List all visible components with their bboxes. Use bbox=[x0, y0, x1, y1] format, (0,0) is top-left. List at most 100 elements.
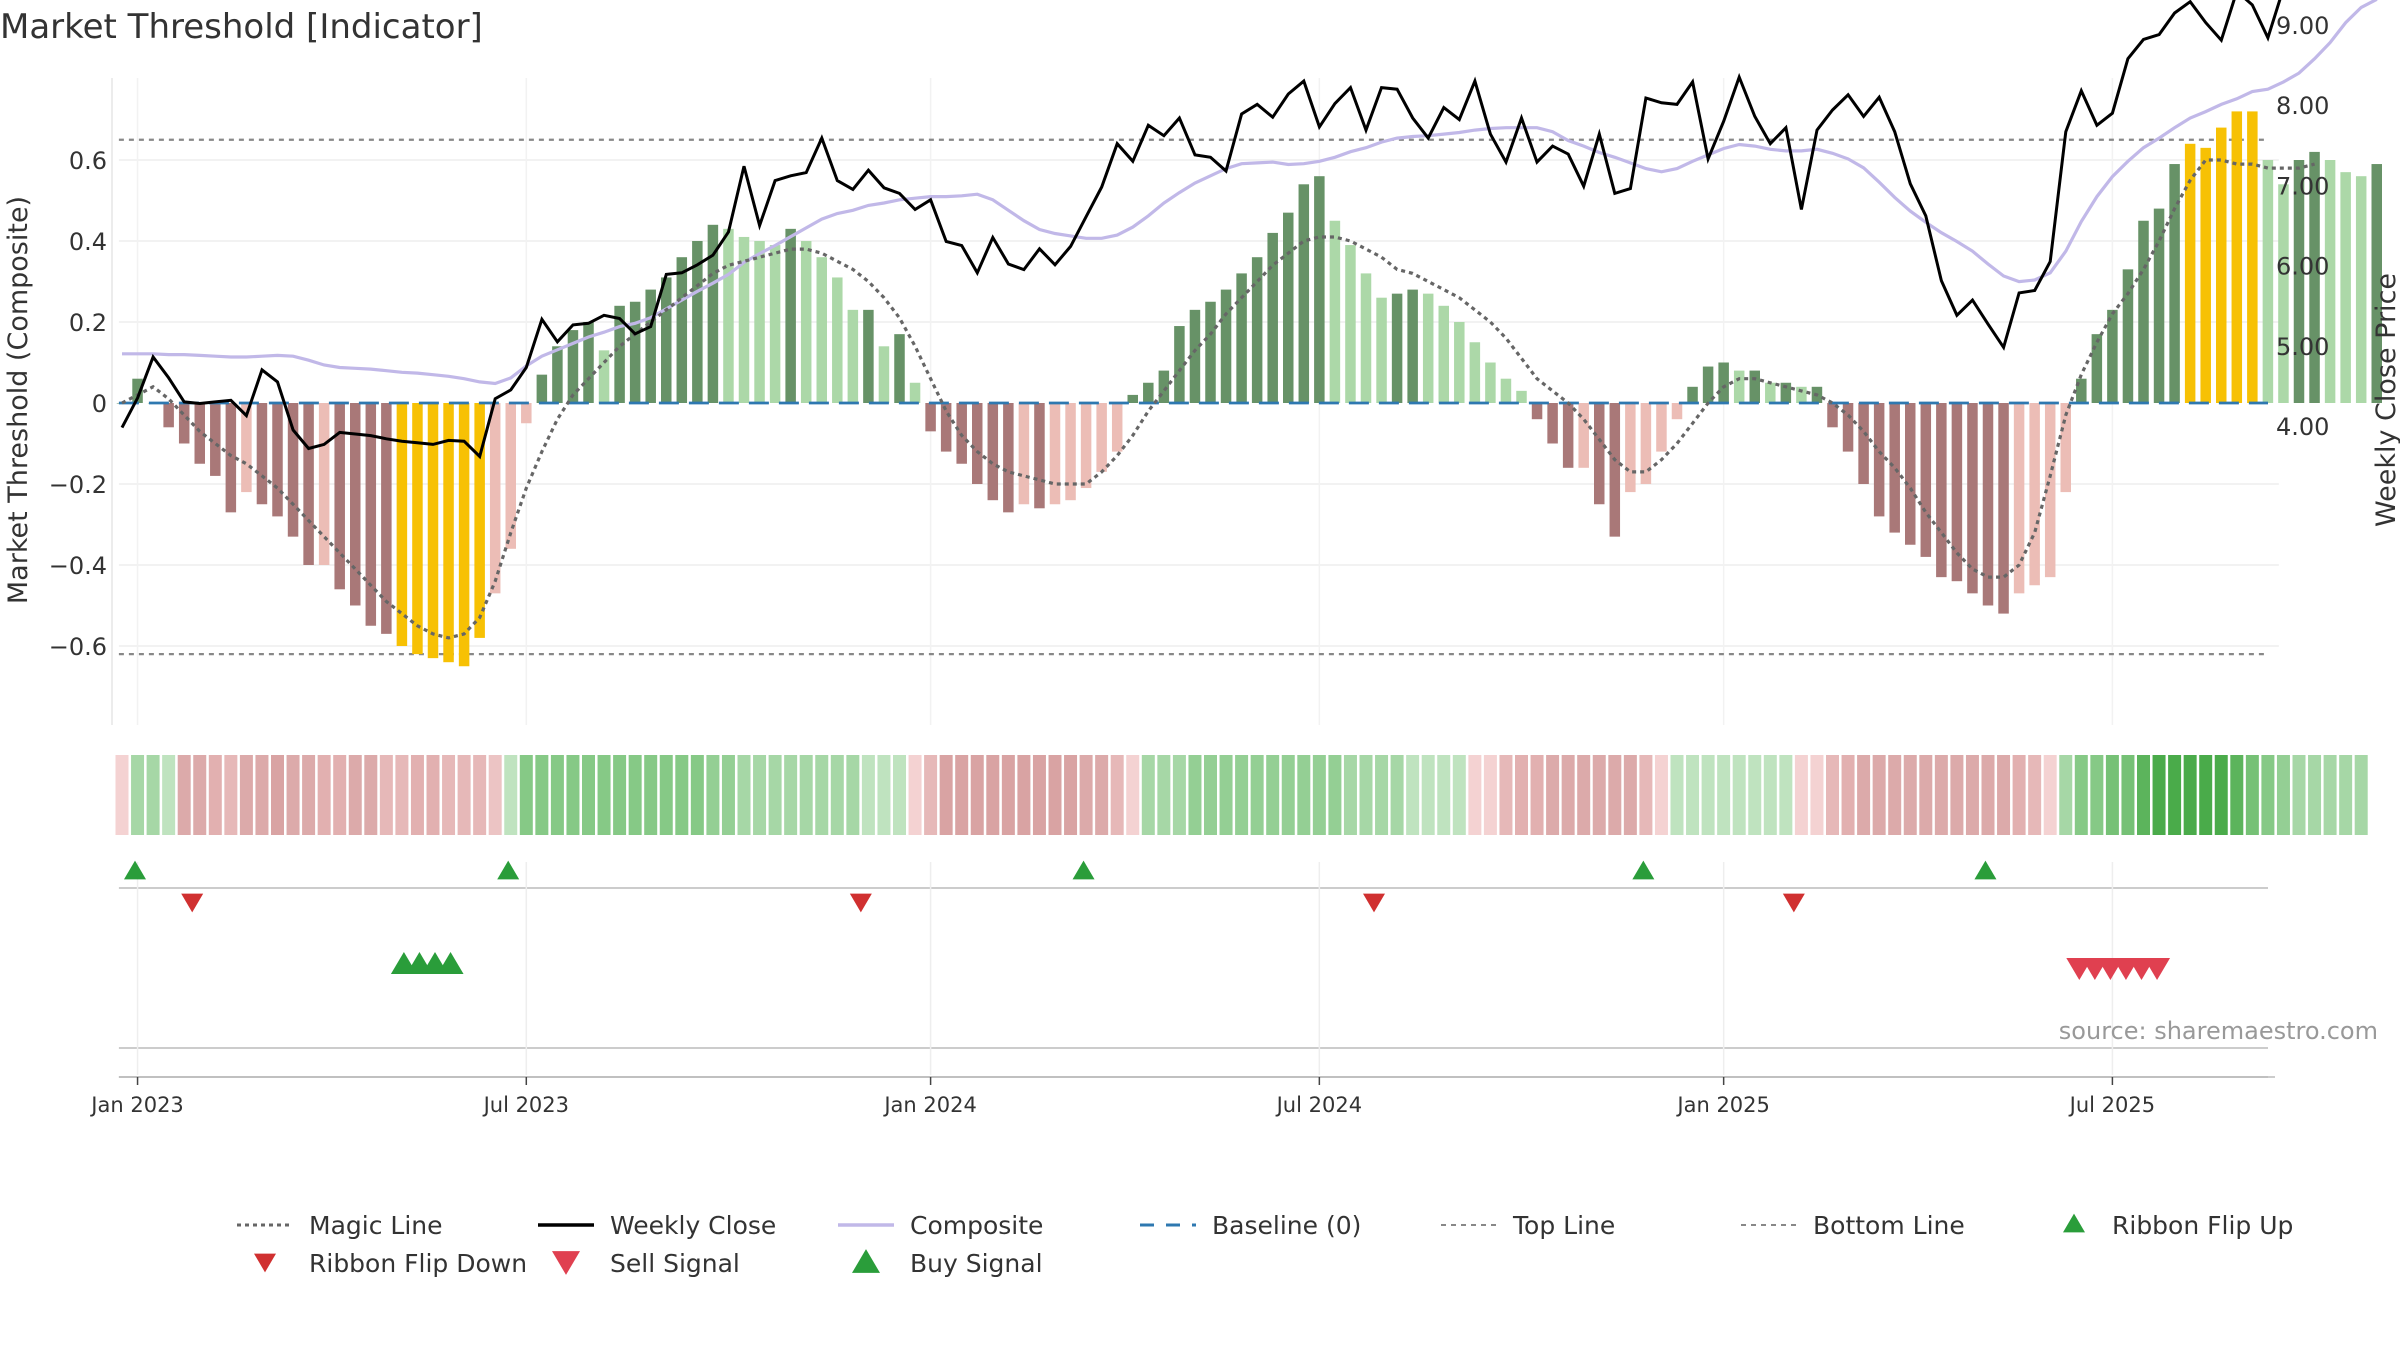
legend: Magic Line Weekly Close Composite Baseline … bbox=[237, 1211, 2293, 1278]
composite-bar bbox=[1407, 289, 1418, 403]
ribbon-segment bbox=[1965, 755, 1979, 835]
ribbon-segment bbox=[1810, 755, 1824, 835]
ribbon-segment bbox=[1064, 755, 1078, 835]
ribbon-segment bbox=[2105, 755, 2119, 835]
composite-bar bbox=[194, 403, 205, 464]
ribbon-segment bbox=[2043, 755, 2057, 835]
ribbon-segment bbox=[1515, 755, 1528, 835]
ribbon-segment bbox=[706, 755, 720, 835]
composite-bar bbox=[847, 309, 859, 403]
ribbon-segment bbox=[426, 755, 440, 835]
composite-bar bbox=[2200, 147, 2211, 403]
composite-bar bbox=[2216, 127, 2227, 403]
ribbon-segment bbox=[1686, 755, 1700, 835]
y-tick-label-right: 8.00 bbox=[2276, 92, 2329, 120]
ribbon-segment bbox=[162, 755, 176, 835]
composite-bar bbox=[614, 305, 625, 403]
ribbon-segment bbox=[2074, 755, 2088, 835]
composite-bar bbox=[1298, 184, 1310, 403]
y-tick-label-left: −0.4 bbox=[49, 552, 107, 580]
legend-swatch bbox=[852, 1249, 880, 1273]
ribbon-segment bbox=[1421, 755, 1435, 835]
ribbon-segment bbox=[2012, 755, 2026, 835]
composite-bar bbox=[443, 403, 454, 663]
ribbon-segment bbox=[1001, 755, 1015, 835]
composite-bar bbox=[1796, 386, 1807, 403]
composite-bar bbox=[1516, 390, 1527, 403]
composite-bar bbox=[2340, 172, 2351, 403]
legend-item: Ribbon Flip Down bbox=[254, 1249, 527, 1278]
ribbon-segment bbox=[1654, 755, 1668, 835]
composite-bar bbox=[1640, 403, 1652, 484]
ribbon-segment bbox=[955, 755, 969, 835]
legend-label: Sell Signal bbox=[610, 1249, 740, 1278]
ribbon-segment bbox=[1499, 755, 1513, 835]
composite-bar bbox=[2153, 208, 2165, 403]
ribbon-segment bbox=[1079, 755, 1093, 835]
composite-bar bbox=[1718, 362, 1729, 403]
composite-bar bbox=[987, 403, 999, 501]
ribbon-flip-down-marker bbox=[181, 893, 204, 913]
composite-bar bbox=[2309, 151, 2320, 403]
ribbon-segment bbox=[597, 755, 611, 835]
ribbon-segment bbox=[410, 755, 424, 835]
ribbon-segment bbox=[1919, 755, 1933, 835]
ribbon-flip-up-marker bbox=[497, 860, 520, 880]
ribbon-segment bbox=[582, 755, 595, 835]
y-tick-label-left: −0.2 bbox=[49, 471, 107, 499]
ribbon-segment bbox=[1592, 755, 1606, 835]
composite-bar bbox=[2184, 143, 2196, 404]
composite-bar bbox=[832, 277, 843, 403]
ribbon-segment bbox=[1561, 755, 1575, 835]
ribbon-segment bbox=[1452, 755, 1466, 835]
composite-bar bbox=[412, 403, 423, 655]
ribbon-segment bbox=[395, 755, 409, 835]
composite-bar bbox=[2355, 176, 2367, 403]
ribbon-segment bbox=[333, 755, 347, 835]
y-tick-label-right: 5.00 bbox=[2276, 333, 2329, 361]
ribbon-segment bbox=[1546, 755, 1560, 835]
ribbon-segment bbox=[1997, 755, 2011, 835]
ribbon-segment bbox=[815, 755, 829, 835]
ribbon-flip-down-marker bbox=[849, 893, 872, 913]
composite-bar bbox=[707, 224, 719, 403]
ribbon-segment bbox=[271, 755, 284, 835]
composite-bar bbox=[1391, 293, 1403, 403]
ribbon-segment bbox=[566, 755, 580, 835]
composite-bar bbox=[365, 403, 377, 626]
ribbon-segment bbox=[1406, 755, 1420, 835]
composite-bar bbox=[210, 403, 221, 476]
ribbon-segment bbox=[177, 755, 191, 835]
composite-bar bbox=[1951, 403, 1963, 582]
composite-bar bbox=[474, 403, 485, 638]
composite-bar bbox=[396, 403, 408, 646]
composite-bar bbox=[1858, 403, 1869, 484]
series-lines bbox=[118, 0, 2378, 640]
ribbon-segment bbox=[2261, 755, 2275, 835]
ribbon-flip-up-marker bbox=[124, 860, 146, 880]
composite-bar bbox=[1422, 293, 1434, 403]
composite-bar bbox=[1780, 382, 1792, 403]
ribbon-segment bbox=[1188, 755, 1202, 835]
ribbon-flip-up-marker bbox=[1072, 860, 1095, 880]
ribbon-segment bbox=[519, 755, 533, 835]
composite-bar bbox=[1065, 403, 1076, 501]
x-tick-label: Jul 2023 bbox=[482, 1093, 569, 1117]
composite-bar bbox=[1889, 403, 1900, 533]
ribbon-segment bbox=[846, 755, 860, 835]
ribbon-segment bbox=[239, 755, 253, 835]
composite-bar bbox=[1485, 362, 1496, 403]
y-tick-label-left: 0.2 bbox=[69, 309, 107, 337]
ribbon-segment bbox=[721, 755, 735, 835]
ribbon-segment bbox=[1468, 755, 1482, 835]
composite-bar bbox=[1671, 403, 1683, 420]
ribbon-segment bbox=[830, 755, 844, 835]
ribbon-segment bbox=[986, 755, 1000, 835]
composite-bar bbox=[2169, 164, 2180, 403]
composite-bar bbox=[381, 403, 392, 634]
ribbon-segment bbox=[255, 755, 269, 835]
ribbon-segment bbox=[1717, 755, 1731, 835]
ribbon-flip-up-marker bbox=[1974, 860, 1997, 880]
ribbon-segment bbox=[2292, 755, 2306, 835]
